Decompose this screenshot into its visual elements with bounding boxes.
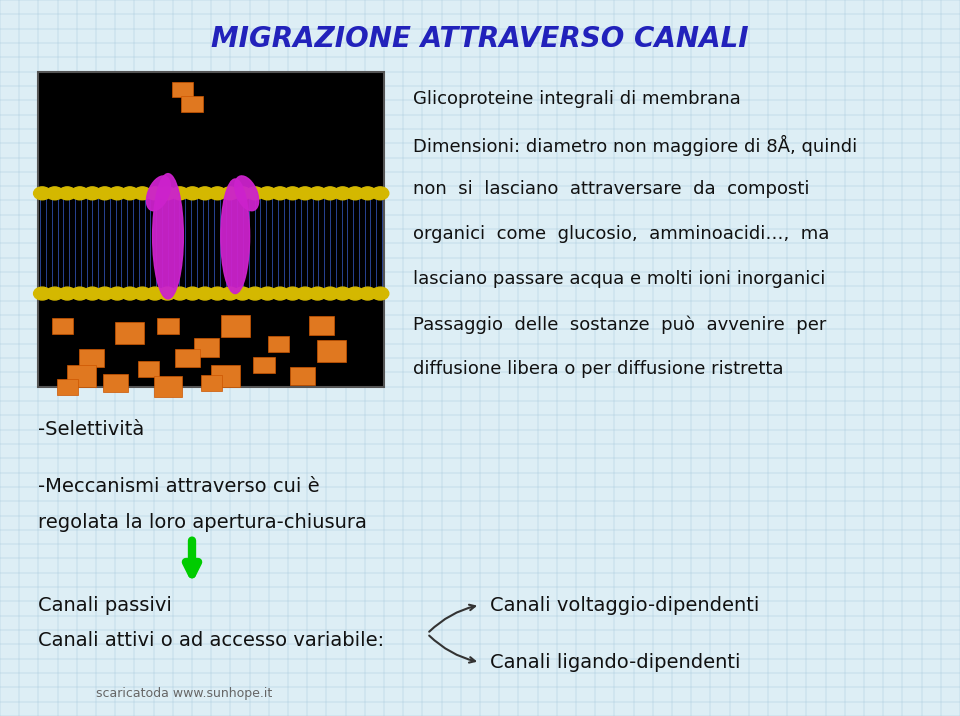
Circle shape xyxy=(121,187,138,200)
FancyBboxPatch shape xyxy=(268,336,289,352)
Circle shape xyxy=(372,187,389,200)
Ellipse shape xyxy=(235,176,258,211)
FancyBboxPatch shape xyxy=(103,374,128,392)
Circle shape xyxy=(297,187,314,200)
Circle shape xyxy=(234,187,252,200)
Circle shape xyxy=(133,187,151,200)
FancyBboxPatch shape xyxy=(201,375,222,391)
Text: Glicoproteine integrali di membrana: Glicoproteine integrali di membrana xyxy=(413,90,740,107)
Text: Dimensioni: diametro non maggiore di 8Å, quindi: Dimensioni: diametro non maggiore di 8Å,… xyxy=(413,135,857,155)
Text: Canali voltaggio-dipendenti: Canali voltaggio-dipendenti xyxy=(490,596,759,614)
Text: -Meccanismi attraverso cui è: -Meccanismi attraverso cui è xyxy=(38,478,320,496)
Circle shape xyxy=(347,287,364,300)
Circle shape xyxy=(96,287,113,300)
Ellipse shape xyxy=(153,173,183,299)
Text: non  si  lasciano  attraversare  da  composti: non si lasciano attraversare da composti xyxy=(413,180,809,198)
Text: diffusione libera o per diffusione ristretta: diffusione libera o per diffusione ristr… xyxy=(413,360,783,378)
FancyBboxPatch shape xyxy=(67,365,96,387)
Circle shape xyxy=(183,187,201,200)
Circle shape xyxy=(222,287,239,300)
FancyBboxPatch shape xyxy=(194,338,219,357)
Circle shape xyxy=(158,287,176,300)
Circle shape xyxy=(71,287,88,300)
Text: Canali ligando-dipendenti: Canali ligando-dipendenti xyxy=(490,653,740,672)
Ellipse shape xyxy=(221,179,250,294)
Text: Canali passivi: Canali passivi xyxy=(38,596,172,614)
Circle shape xyxy=(247,187,264,200)
Circle shape xyxy=(196,187,213,200)
Circle shape xyxy=(359,287,376,300)
Circle shape xyxy=(84,187,101,200)
Circle shape xyxy=(34,187,51,200)
Circle shape xyxy=(297,287,314,300)
Circle shape xyxy=(259,287,276,300)
Circle shape xyxy=(259,187,276,200)
FancyBboxPatch shape xyxy=(138,361,159,377)
Circle shape xyxy=(196,287,213,300)
Text: lasciano passare acqua e molti ioni inorganici: lasciano passare acqua e molti ioni inor… xyxy=(413,270,826,288)
Circle shape xyxy=(309,187,326,200)
Circle shape xyxy=(121,287,138,300)
Circle shape xyxy=(146,287,163,300)
Circle shape xyxy=(322,187,339,200)
Circle shape xyxy=(59,287,76,300)
FancyBboxPatch shape xyxy=(175,349,200,367)
Circle shape xyxy=(347,187,364,200)
FancyBboxPatch shape xyxy=(317,340,346,362)
Circle shape xyxy=(272,287,289,300)
Circle shape xyxy=(222,187,239,200)
Circle shape xyxy=(171,287,188,300)
Circle shape xyxy=(108,287,126,300)
FancyBboxPatch shape xyxy=(221,315,250,337)
Circle shape xyxy=(84,287,101,300)
Text: scaricatoda www.sunhope.it: scaricatoda www.sunhope.it xyxy=(96,687,273,700)
Text: organici  come  glucosio,  amminoacidi…,  ma: organici come glucosio, amminoacidi…, ma xyxy=(413,225,829,243)
Circle shape xyxy=(46,187,63,200)
Text: Passaggio  delle  sostanze  può  avvenire  per: Passaggio delle sostanze può avvenire pe… xyxy=(413,315,827,334)
Text: MIGRAZIONE ATTRAVERSO CANALI: MIGRAZIONE ATTRAVERSO CANALI xyxy=(211,25,749,54)
FancyBboxPatch shape xyxy=(57,379,78,395)
Circle shape xyxy=(309,287,326,300)
Circle shape xyxy=(284,187,301,200)
FancyBboxPatch shape xyxy=(181,96,203,112)
Circle shape xyxy=(158,187,176,200)
Circle shape xyxy=(334,187,351,200)
Circle shape xyxy=(334,287,351,300)
Text: Canali attivi o ad accesso variabile:: Canali attivi o ad accesso variabile: xyxy=(38,632,385,650)
FancyBboxPatch shape xyxy=(211,365,240,387)
Circle shape xyxy=(247,287,264,300)
FancyBboxPatch shape xyxy=(309,316,334,335)
Text: -Selettività: -Selettività xyxy=(38,420,145,439)
Circle shape xyxy=(146,187,163,200)
FancyBboxPatch shape xyxy=(38,72,384,387)
Circle shape xyxy=(372,287,389,300)
Circle shape xyxy=(209,187,227,200)
Circle shape xyxy=(209,287,227,300)
FancyBboxPatch shape xyxy=(253,357,275,373)
Circle shape xyxy=(133,287,151,300)
FancyBboxPatch shape xyxy=(79,349,104,367)
Circle shape xyxy=(96,187,113,200)
FancyBboxPatch shape xyxy=(154,376,182,397)
FancyBboxPatch shape xyxy=(290,367,315,385)
Circle shape xyxy=(272,187,289,200)
Circle shape xyxy=(171,187,188,200)
Circle shape xyxy=(284,287,301,300)
Circle shape xyxy=(34,287,51,300)
Circle shape xyxy=(359,187,376,200)
FancyBboxPatch shape xyxy=(115,322,144,344)
FancyBboxPatch shape xyxy=(157,318,179,334)
FancyBboxPatch shape xyxy=(52,318,73,334)
Circle shape xyxy=(322,287,339,300)
Circle shape xyxy=(183,287,201,300)
Text: regolata la loro apertura-chiusura: regolata la loro apertura-chiusura xyxy=(38,513,368,532)
Ellipse shape xyxy=(147,176,170,211)
Circle shape xyxy=(59,187,76,200)
Circle shape xyxy=(108,187,126,200)
Circle shape xyxy=(71,187,88,200)
Circle shape xyxy=(234,287,252,300)
Circle shape xyxy=(46,287,63,300)
FancyBboxPatch shape xyxy=(172,82,193,97)
